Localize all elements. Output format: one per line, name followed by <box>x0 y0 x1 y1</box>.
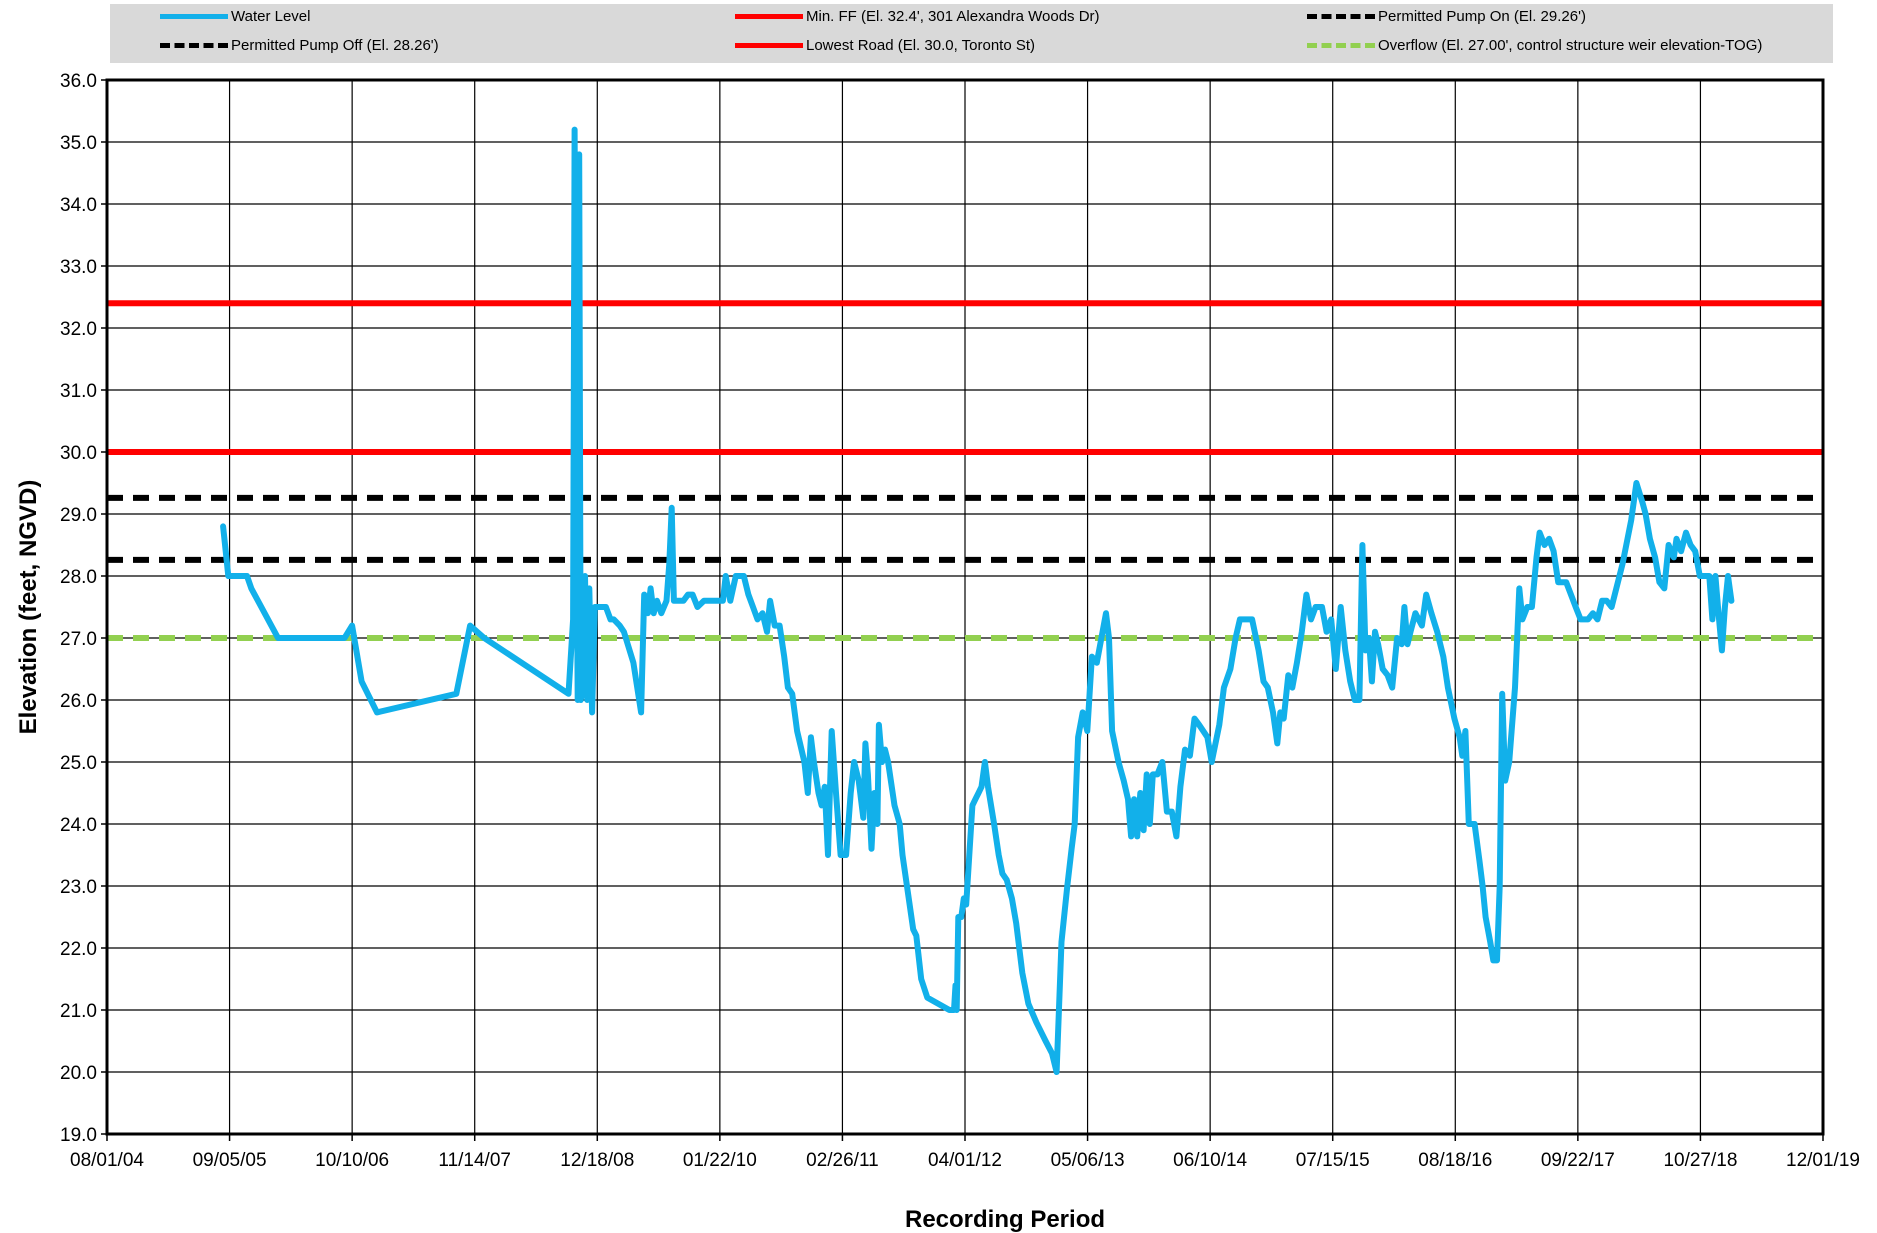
legend-label: Permitted Pump Off (El. 28.26') <box>231 36 439 54</box>
series-layer <box>107 126 1823 1075</box>
legend-label: Min. FF (El. 32.4', 301 Alexandra Woods … <box>806 7 1100 25</box>
y-tick-label: 24.0 <box>60 815 97 836</box>
y-tick-label: 29.0 <box>60 505 97 526</box>
legend-item-water-level: Water Level <box>160 4 310 28</box>
y-tick-label: 31.0 <box>60 381 97 402</box>
x-tick-label: 09/22/17 <box>1541 1150 1615 1171</box>
chart-legend: Water Level Min. FF (El. 32.4', 301 Alex… <box>110 4 1833 63</box>
legend-label: Overflow (El. 27.00', control structure … <box>1378 36 1763 54</box>
y-tick-label: 23.0 <box>60 877 97 898</box>
y-tick-label: 30.0 <box>60 443 97 464</box>
y-tick-label: 21.0 <box>60 1001 97 1022</box>
y-tick-label: 32.0 <box>60 319 97 340</box>
y-tick-label: 27.0 <box>60 629 97 650</box>
legend-item-lowest-road: Lowest Road (El. 30.0, Toronto St) <box>735 33 1035 57</box>
tick-labels: 19.0 20.0 21.0 22.0 23.0 24.0 25.0 26.0 27.0 28.0… <box>60 71 1860 1171</box>
y-tick-label: 22.0 <box>60 939 97 960</box>
legend-swatch-pump-off <box>160 42 228 48</box>
y-axis-title: Elevation (feet, NGVD) <box>15 480 42 735</box>
x-tick-label: 08/01/04 <box>70 1150 144 1171</box>
x-tick-label: 11/14/07 <box>438 1150 511 1171</box>
x-tick-label: 10/27/18 <box>1663 1150 1737 1171</box>
y-tick-label: 25.0 <box>60 753 97 774</box>
gridlines <box>101 79 1824 1141</box>
x-tick-label: 10/10/06 <box>315 1150 389 1171</box>
y-tick-label: 34.0 <box>60 195 97 216</box>
x-axis-title: Recording Period <box>905 1206 1105 1233</box>
x-tick-label: 08/18/16 <box>1418 1150 1492 1171</box>
x-tick-label: 01/22/10 <box>683 1150 757 1171</box>
y-tick-label: 20.0 <box>60 1063 97 1084</box>
legend-item-pump-on: Permitted Pump On (El. 29.26') <box>1307 4 1586 28</box>
y-tick-label: 26.0 <box>60 691 97 712</box>
plot-frame <box>105 78 1825 1136</box>
x-tick-label: 12/01/19 <box>1786 1150 1860 1171</box>
legend-swatch-overflow <box>1307 42 1375 48</box>
x-tick-label: 04/01/12 <box>928 1150 1002 1171</box>
y-tick-label: 28.0 <box>60 567 97 588</box>
x-tick-label: 12/18/08 <box>560 1150 634 1171</box>
legend-item-pump-off: Permitted Pump Off (El. 28.26') <box>160 33 439 57</box>
legend-label: Water Level <box>231 7 311 25</box>
x-tick-label: 06/10/14 <box>1173 1150 1247 1171</box>
x-tick-label: 05/06/13 <box>1051 1150 1125 1171</box>
legend-swatch-min-ff <box>735 13 803 19</box>
legend-item-min-ff: Min. FF (El. 32.4', 301 Alexandra Woods … <box>735 4 1100 28</box>
legend-swatch-pump-on <box>1307 13 1375 19</box>
y-tick-label: 19.0 <box>60 1125 97 1146</box>
y-tick-label: 36.0 <box>60 71 97 92</box>
legend-label: Permitted Pump On (El. 29.26') <box>1378 7 1586 25</box>
water-level-line <box>220 126 1735 1075</box>
legend-swatch-lowest-road <box>735 42 803 48</box>
y-tick-label: 33.0 <box>60 257 97 278</box>
legend-swatch-water-level <box>160 13 228 19</box>
legend-label: Lowest Road (El. 30.0, Toronto St) <box>806 36 1036 54</box>
y-tick-label: 35.0 <box>60 133 97 154</box>
legend-item-overflow: Overflow (El. 27.00', control structure … <box>1307 33 1762 57</box>
x-tick-label: 02/26/11 <box>806 1150 879 1171</box>
x-tick-label: 09/05/05 <box>193 1150 267 1171</box>
x-tick-label: 07/15/15 <box>1296 1150 1370 1171</box>
